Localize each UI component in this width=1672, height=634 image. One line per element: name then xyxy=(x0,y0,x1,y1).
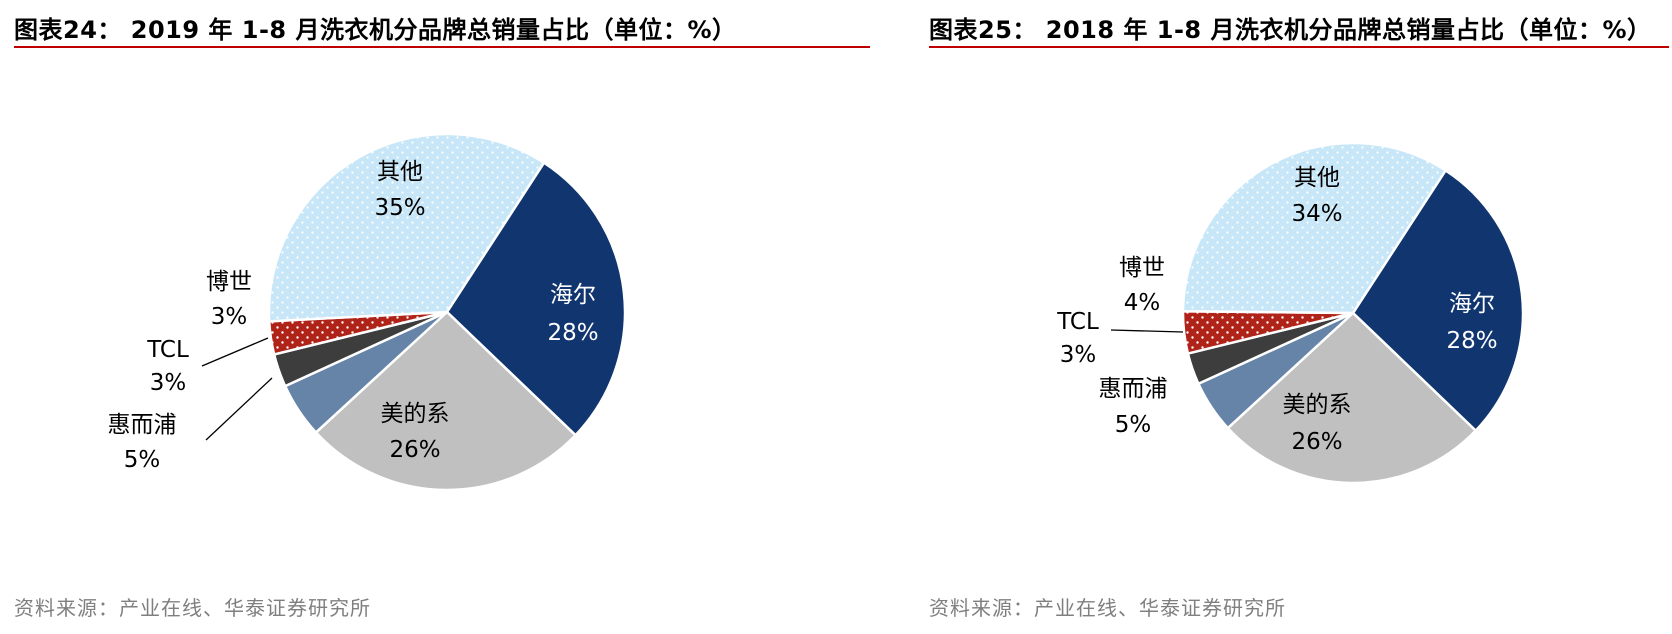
pie-slice-0 xyxy=(1351,168,1525,433)
slice-category-label-3: TCL xyxy=(146,337,189,363)
slice-category-label-5: 其他 xyxy=(377,159,423,185)
slice-value-label-4: 3% xyxy=(211,304,248,330)
pie-slice-5 xyxy=(1181,141,1448,315)
slice-value-label-3: 3% xyxy=(150,370,187,396)
leader-line-2 xyxy=(205,377,273,441)
chart-source: 资料来源：产业在线、华泰证券研究所 xyxy=(14,596,371,620)
slice-category-label-4: 博世 xyxy=(206,269,252,295)
slice-value-label-0: 28% xyxy=(1446,328,1497,354)
pie-slice-1 xyxy=(1226,311,1478,485)
chart-title: 图表25： 2018 年 1-8 月洗衣机分品牌总销量占比（单位：%） xyxy=(929,16,1652,44)
chart-source: 资料来源：产业在线、华泰证券研究所 xyxy=(929,596,1286,620)
slice-category-label-0: 海尔 xyxy=(1449,291,1495,317)
leader-line-3 xyxy=(1110,329,1184,333)
slice-category-label-1: 美的系 xyxy=(381,401,450,427)
slice-category-label-2: 惠而浦 xyxy=(108,412,177,438)
slice-category-label-5: 其他 xyxy=(1294,165,1340,191)
slice-value-label-1: 26% xyxy=(1291,429,1342,455)
slice-value-label-0: 28% xyxy=(547,320,598,346)
slice-value-label-5: 35% xyxy=(374,195,425,221)
title-divider xyxy=(14,46,870,48)
leader-line-3 xyxy=(201,337,269,367)
slice-value-label-2: 5% xyxy=(124,447,161,473)
slice-category-label-4: 博世 xyxy=(1119,255,1165,281)
slice-value-label-3: 3% xyxy=(1060,342,1097,368)
slice-category-label-3: TCL xyxy=(1056,309,1099,335)
title-divider xyxy=(929,46,1669,48)
pie-slice-0 xyxy=(445,160,627,437)
pie-chart-2019: 海尔 28% 美的系 26% 惠而浦 5% TCL 3% 博世 3% 其他 35% xyxy=(108,132,627,492)
slice-value-label-4: 4% xyxy=(1124,290,1161,316)
slice-category-label-0: 海尔 xyxy=(550,282,596,308)
slice-value-label-5: 34% xyxy=(1291,201,1342,227)
slice-value-label-1: 26% xyxy=(389,437,440,463)
chart-panel-2018: 图表25： 2018 年 1-8 月洗衣机分品牌总销量占比（单位：%） 海尔 28… xyxy=(915,0,1672,634)
pie-slice-1 xyxy=(314,310,578,492)
slice-value-label-2: 5% xyxy=(1115,412,1152,438)
slice-category-label-1: 美的系 xyxy=(1283,392,1352,418)
pie-chart-2018: 海尔 28% 美的系 26% 惠而浦 5% TCL 3% 博世 4% 其他 34% xyxy=(1056,141,1525,485)
slice-category-label-2: 惠而浦 xyxy=(1099,376,1168,402)
chart-title: 图表24： 2019 年 1-8 月洗衣机分品牌总销量占比（单位：%） xyxy=(14,16,737,44)
chart-panel-2019: 图表24： 2019 年 1-8 月洗衣机分品牌总销量占比（单位：%） 海尔 28… xyxy=(14,16,870,620)
pie-slice-5 xyxy=(267,132,546,323)
